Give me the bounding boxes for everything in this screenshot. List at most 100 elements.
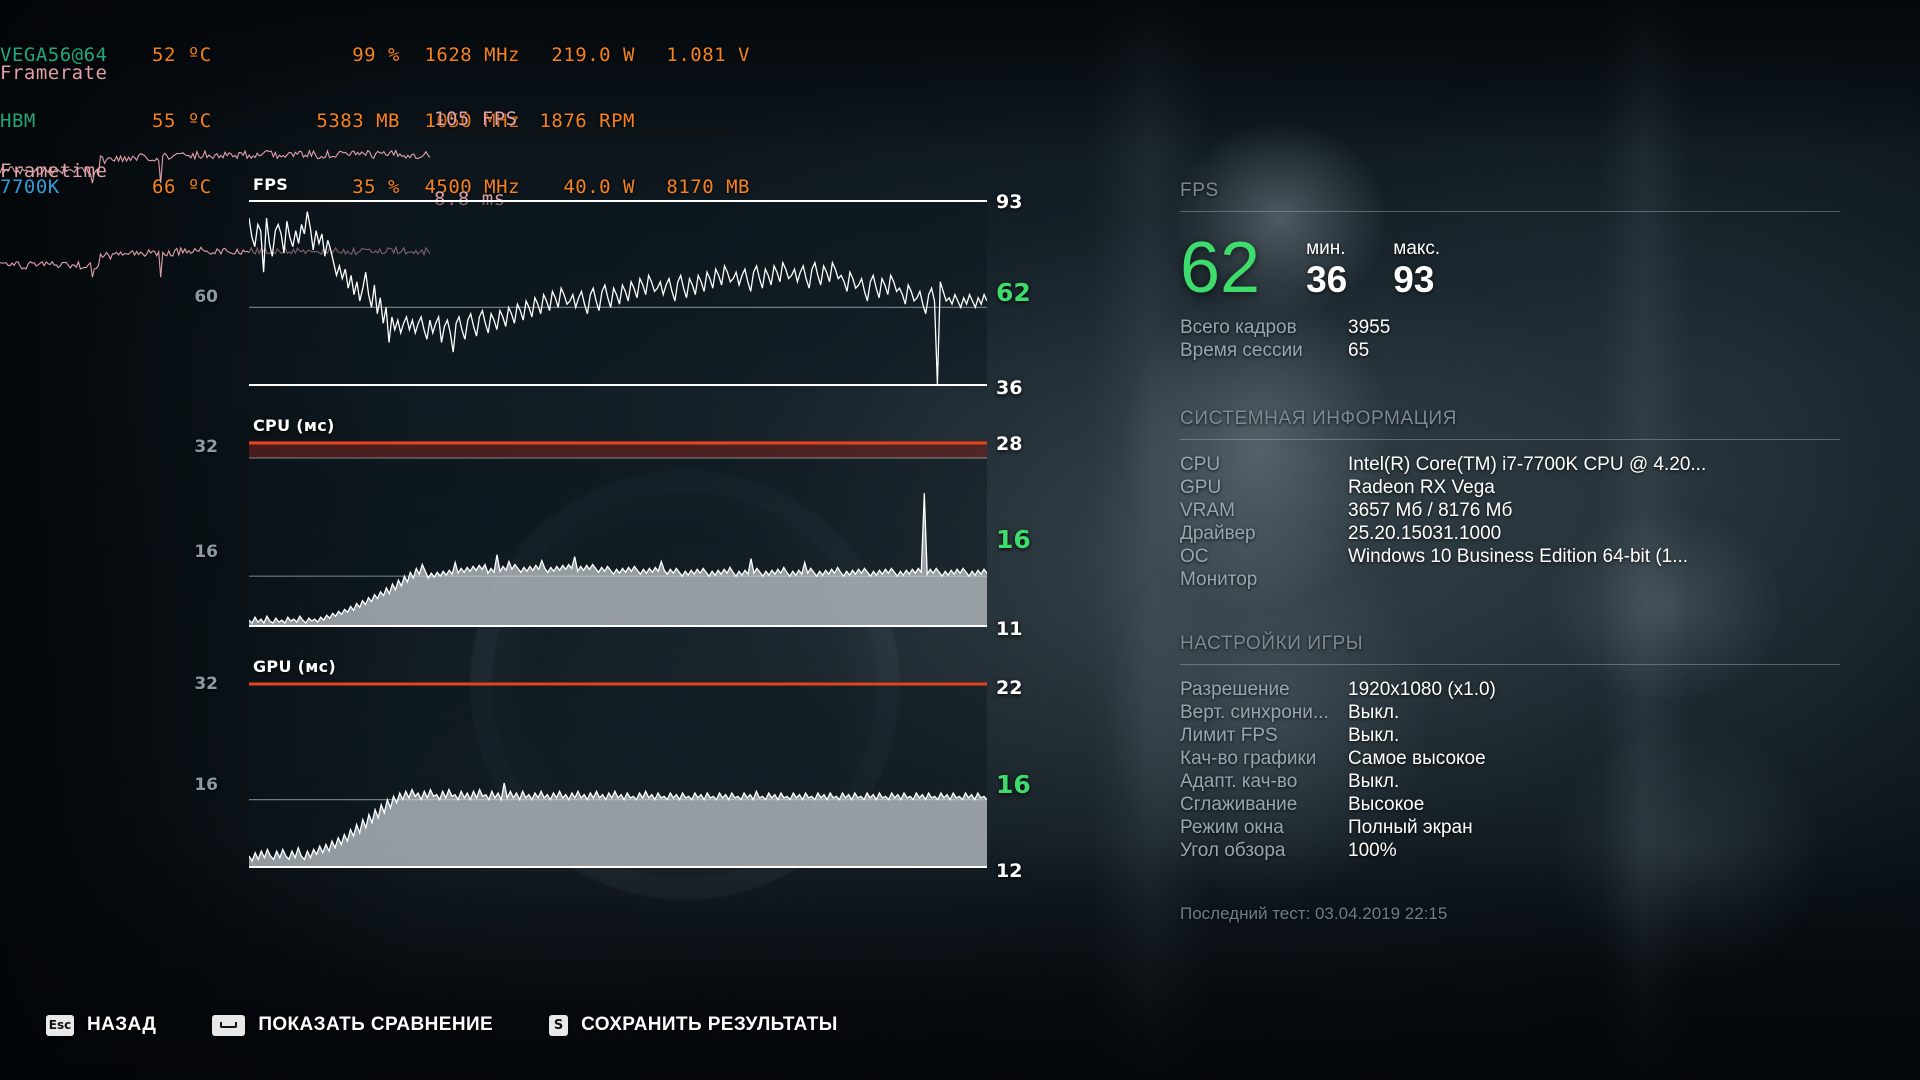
results-panel: FPS 62 мин. 36 макс. 93 Всего кадров 395… bbox=[1180, 180, 1840, 924]
osd-cpu-load: 35 % bbox=[352, 176, 400, 198]
osd-hbm-temp: 55 ºC bbox=[152, 110, 212, 132]
chart-cpu-max-label: 28 bbox=[996, 433, 1023, 455]
game-settings-section: НАСТРОЙКИ ИГРЫ Разрешение 1920x1080 (x1.… bbox=[1180, 633, 1840, 862]
sysinfo-value: Radeon RX Vega bbox=[1348, 477, 1495, 498]
chart-cpu-title: CPU (мс) bbox=[253, 416, 335, 435]
osd-gpu-name: VEGA56@64 bbox=[0, 44, 108, 66]
fps-min-label: мин. bbox=[1306, 238, 1346, 259]
setting-row-resolution: Разрешение 1920x1080 (x1.0) bbox=[1180, 678, 1840, 701]
chart-cpu-axis-16: 16 bbox=[194, 542, 218, 562]
osd-gpu-power: 219.0 W bbox=[551, 44, 635, 66]
chart-gpu-axis-16: 16 bbox=[194, 775, 218, 795]
sysinfo-row-os: ОС Windows 10 Business Edition 64-bit (1… bbox=[1180, 545, 1840, 568]
stat-value: 3955 bbox=[1348, 317, 1391, 338]
fps-section-title: FPS bbox=[1180, 180, 1219, 201]
chart-cpu: CPU (мс) bbox=[249, 416, 987, 627]
setting-value: Высокое bbox=[1348, 794, 1425, 815]
fps-average-value: 62 bbox=[1180, 228, 1261, 308]
osd-hbm-name: HBM bbox=[0, 110, 36, 132]
osd-hardware-table: VEGA56@64 HBM 7700K bbox=[0, 0, 107, 242]
osd-hbm-extra bbox=[640, 110, 750, 132]
fps-min-block: мин. 36 bbox=[1306, 238, 1347, 300]
chart-gpu: GPU (мс) bbox=[249, 657, 987, 868]
fps-max-block: макс. 93 bbox=[1393, 238, 1440, 300]
setting-key: Режим окна bbox=[1180, 817, 1284, 838]
osd-hbm-clock: 1050 MHz bbox=[424, 110, 520, 132]
osd-col-clock: 1628 MHz 1050 MHz 4500 MHz bbox=[410, 0, 520, 242]
osd-fan-rpm: 1876 RPM bbox=[539, 110, 635, 132]
osd-gpu-clock: 1628 MHz bbox=[424, 44, 520, 66]
osd-overlay: VEGA56@64 HBM 7700K 52 ºC 55 ºC 66 ºC 99… bbox=[0, 0, 760, 396]
osd-gpu-load: 99 % bbox=[352, 44, 400, 66]
osd-col-temp: 52 ºC 55 ºC 66 ºC bbox=[152, 0, 224, 242]
chart-fps: FPS bbox=[249, 175, 987, 386]
osd-hbm-used: 5383 MB bbox=[316, 110, 400, 132]
osd-col-extra: 1.081 V 8170 MB bbox=[640, 0, 750, 242]
osd-framerate-label: Framerate bbox=[0, 62, 108, 84]
osd-row-hbm: HBM bbox=[0, 110, 107, 132]
fps-section-divider bbox=[1180, 211, 1840, 212]
hint-save-label: СОХРАНИТЬ РЕЗУЛЬТАТЫ bbox=[581, 1014, 838, 1035]
fps-summary-section: FPS 62 мин. 36 макс. 93 Всего кадров 395… bbox=[1180, 180, 1840, 362]
osd-framerate-value: 105 FPS bbox=[434, 108, 518, 130]
fps-max-value: 93 bbox=[1393, 259, 1435, 300]
osd-framerate-graph bbox=[0, 92, 430, 230]
sysinfo-key: Драйвер bbox=[1180, 523, 1256, 544]
sysinfo-key: VRAM bbox=[1180, 500, 1235, 521]
osd-cpu-temp: 66 ºC bbox=[152, 176, 212, 198]
osd-cpu-power: 40.0 W bbox=[563, 176, 635, 198]
stat-key: Время сессии bbox=[1180, 340, 1303, 361]
fps-max-label: макс. bbox=[1393, 238, 1441, 259]
sysinfo-row-driver: Драйвер 25.20.15031.1000 bbox=[1180, 522, 1840, 545]
setting-row-vsync: Верт. синхрони... Выкл. bbox=[1180, 701, 1840, 724]
hint-show-comparison[interactable]: ПОКАЗАТЬ СРАВНЕНИЕ bbox=[212, 1014, 493, 1036]
chart-fps-title: FPS bbox=[253, 175, 289, 194]
s-key-icon: S bbox=[549, 1014, 569, 1036]
chart-gpu-min-label: 12 bbox=[996, 860, 1023, 882]
sysinfo-row-vram: VRAM 3657 Мб / 8176 Мб bbox=[1180, 499, 1840, 522]
sysinfo-row-cpu: CPU Intel(R) Core(TM) i7-7700K CPU @ 4.2… bbox=[1180, 453, 1840, 476]
osd-row-gpu: VEGA56@64 bbox=[0, 44, 107, 66]
chart-fps-max-label: 93 bbox=[996, 191, 1023, 213]
sysinfo-value: 3657 Мб / 8176 Мб bbox=[1348, 500, 1513, 521]
setting-value: Выкл. bbox=[1348, 725, 1400, 746]
sysinfo-key: ОС bbox=[1180, 546, 1209, 567]
setting-key: Верт. синхрони... bbox=[1180, 702, 1329, 723]
hint-back[interactable]: Esc НАЗАД bbox=[46, 1014, 156, 1036]
setting-row-antialiasing: Сглаживание Высокое bbox=[1180, 793, 1840, 816]
chart-gpu-max-label: 22 bbox=[996, 677, 1023, 699]
setting-row-window-mode: Режим окна Полный экран bbox=[1180, 816, 1840, 839]
chart-gpu-plot bbox=[249, 682, 987, 868]
setting-key: Кач-во графики bbox=[1180, 748, 1317, 769]
setting-key: Разрешение bbox=[1180, 679, 1290, 700]
last-test-timestamp: Последний тест: 03.04.2019 22:15 bbox=[1180, 904, 1448, 923]
chart-cpu-plot bbox=[249, 441, 987, 627]
system-info-title: СИСТЕМНАЯ ИНФОРМАЦИЯ bbox=[1180, 408, 1457, 429]
game-settings-title: НАСТРОЙКИ ИГРЫ bbox=[1180, 633, 1364, 654]
chart-cpu-current-label: 16 bbox=[996, 525, 1031, 554]
stat-row-session-time: Время сессии 65 bbox=[1180, 339, 1840, 362]
osd-row-cpu: 7700K bbox=[0, 176, 107, 198]
stat-row-total-frames: Всего кадров 3955 bbox=[1180, 316, 1840, 339]
chart-gpu-current-label: 16 bbox=[996, 770, 1031, 799]
sysinfo-row-gpu: GPU Radeon RX Vega bbox=[1180, 476, 1840, 499]
sysinfo-key: Монитор bbox=[1180, 569, 1258, 590]
setting-value: 100% bbox=[1348, 840, 1397, 861]
osd-gpu-voltage: 1.081 V bbox=[666, 44, 750, 66]
key-hints-bar: Esc НАЗАД ПОКАЗАТЬ СРАВНЕНИЕ S СОХРАНИТЬ… bbox=[46, 1014, 838, 1036]
setting-value: Полный экран bbox=[1348, 817, 1473, 838]
setting-row-fov: Угол обзора 100% bbox=[1180, 839, 1840, 862]
osd-col-power: 219.0 W 1876 RPM 40.0 W bbox=[525, 0, 635, 242]
setting-key: Адапт. кач-во bbox=[1180, 771, 1298, 792]
chart-gpu-axis-32: 32 bbox=[194, 674, 218, 694]
hint-back-label: НАЗАД bbox=[87, 1014, 157, 1035]
stat-value: 65 bbox=[1348, 340, 1370, 361]
setting-value: Выкл. bbox=[1348, 702, 1400, 723]
setting-value: Выкл. bbox=[1348, 771, 1400, 792]
sysinfo-key: GPU bbox=[1180, 477, 1222, 498]
hint-save-results[interactable]: S СОХРАНИТЬ РЕЗУЛЬТАТЫ bbox=[549, 1014, 838, 1036]
setting-value: Самое высокое bbox=[1348, 748, 1486, 769]
system-info-divider bbox=[1180, 439, 1840, 440]
